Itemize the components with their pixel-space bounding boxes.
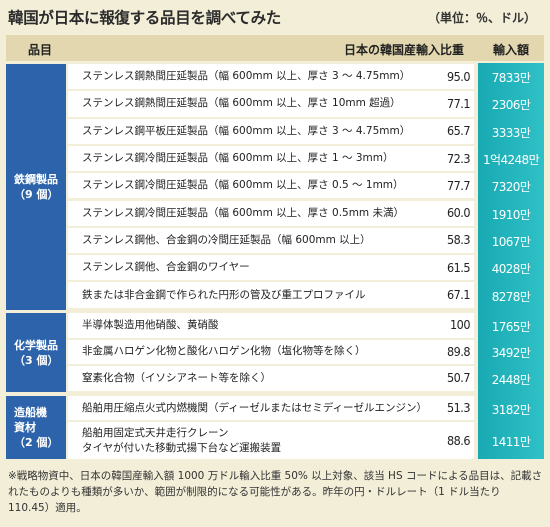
import-ratio: 50.7	[446, 370, 471, 386]
category-label-line1: 化学製品	[14, 338, 58, 352]
import-ratio: 65.7	[446, 123, 471, 139]
import-ratio: 72.3	[446, 150, 471, 166]
import-ratio: 88.6	[446, 432, 471, 448]
footnote: ※戦略物資中、日本の韓国産輸入額 1000 万ドル輸入比重 50% 以上対象、該…	[8, 470, 543, 514]
item-name: ステンレス鋼平板圧延製品（幅 600mm 以上、厚さ 3 ～ 4.75mm）	[82, 124, 411, 137]
category-cell: 化学製品 （3 個）	[6, 313, 66, 392]
item-name: 非金属ハロゲン化物と酸化ハロゲン化物（塩化物等を除く）	[82, 345, 366, 358]
page-title: 韓国が日本に報復する品目を調べてみた	[8, 9, 281, 27]
table-header: 品目 日本の韓国産輸入比重 輸入額	[6, 35, 544, 61]
import-ratio: 67.1	[446, 287, 471, 303]
import-amount: 4028만	[491, 262, 531, 277]
category-cell: 造船機資材 （2 個）	[6, 396, 66, 459]
import-amount: 3333만	[491, 125, 531, 140]
import-amount: 2448만	[491, 372, 531, 387]
category-label-line2: 資材	[14, 421, 36, 434]
import-amount: 1067만	[491, 234, 531, 249]
import-ratio: 95.0	[446, 68, 471, 84]
category-cell: 鉄鋼製品 （9 個）	[6, 64, 66, 310]
item-name: ステンレス鋼冷間圧延製品（幅 600mm 以上、厚さ 0.5mm 未満）	[82, 206, 405, 219]
table-row: 半導体製造用他硝酸、黄硝酸 100	[68, 313, 474, 338]
item-name: ステンレス鋼他、合金鋼の冷間圧延製品（幅 600mm 以上）	[82, 233, 371, 246]
table-row: ステンレス鋼他、合金鋼のワイヤー 61.5	[68, 255, 474, 281]
item-name: ステンレス鋼熱間圧延製品（幅 600mm 以上、厚さ 3 ～ 4.75mm）	[82, 70, 411, 83]
import-amount: 7833만	[491, 71, 531, 86]
import-ratio: 77.1	[446, 95, 471, 111]
header-item: 品目	[28, 43, 53, 57]
category-label-line1: 造船機	[14, 406, 47, 419]
table-row: ステンレス鋼冷間圧延製品（幅 600mm 以上、厚さ 0.5 ～ 1mm） 77.…	[68, 173, 474, 199]
table-row: ステンレス鋼他、合金鋼の冷間圧延製品（幅 600mm 以上） 58.3	[68, 227, 474, 254]
item-name: 半導体製造用他硝酸、黄硝酸	[82, 318, 219, 331]
table-row: ステンレス鋼冷間圧延製品（幅 600mm 以上、厚さ 1 ～ 3mm） 72.3	[68, 145, 474, 172]
import-amount: 1억4248만	[482, 153, 540, 168]
table-row: ステンレス鋼平板圧延製品（幅 600mm 以上、厚さ 3 ～ 4.75mm） 65…	[68, 118, 474, 144]
table-row: 窒素化合物（イソシアネート等を除く） 50.7	[68, 366, 474, 391]
table-row: 非金属ハロゲン化物と酸化ハロゲン化物（塩化物等を除く） 89.8	[68, 339, 474, 364]
import-ratio: 61.5	[446, 259, 471, 275]
item-name: ステンレス鋼熱間圧延製品（幅 600mm 以上、厚さ 10mm 超過）	[82, 97, 401, 110]
import-amount: 7320만	[491, 180, 531, 195]
item-name: 船舶用固定式天井走行クレーン タイヤが付いた移動式揚下台など運搬装置	[82, 426, 282, 454]
import-amount: 1910만	[491, 207, 531, 222]
import-ratio: 51.3	[446, 400, 471, 415]
unit-label: （単位：％、ドル）	[427, 11, 536, 25]
category-label-line3: （2 個）	[14, 436, 59, 449]
table-row: 船舶用圧縮点火式内燃機関（ディーゼルまたはセミディーゼルエンジン） 51.3	[68, 396, 474, 420]
category-label-line2: （3 個）	[14, 353, 59, 367]
import-ratio: 89.8	[446, 343, 471, 359]
table-row: ステンレス鋼熱間圧延製品（幅 600mm 以上、厚さ 3 ～ 4.75mm） 95…	[68, 64, 474, 90]
import-amount: 1765만	[491, 319, 531, 334]
import-amount: 8278만	[491, 289, 531, 304]
header-amount: 輸入額	[493, 43, 530, 57]
header-ratio: 日本の韓国産輸入比重	[344, 43, 465, 57]
item-name: 窒素化合物（イソシアネート等を除く）	[82, 371, 271, 384]
import-amount: 2306만	[491, 98, 531, 113]
item-name: 鉄または非合金鋼で作られた円形の管及び重工プロファイル	[82, 288, 366, 301]
table-row: ステンレス鋼熱間圧延製品（幅 600mm 以上、厚さ 10mm 超過） 77.1	[68, 91, 474, 117]
import-ratio: 58.3	[446, 232, 471, 248]
import-ratio: 100	[450, 317, 470, 333]
item-name: ステンレス鋼他、合金鋼のワイヤー	[82, 261, 250, 274]
import-amount: 1411만	[491, 435, 531, 449]
item-name: ステンレス鋼冷間圧延製品（幅 600mm 以上、厚さ 0.5 ～ 1mm）	[82, 179, 404, 192]
item-name: ステンレス鋼冷間圧延製品（幅 600mm 以上、厚さ 1 ～ 3mm）	[82, 152, 394, 165]
amount-column-background	[478, 63, 544, 459]
table-row: 鉄または非合金鋼で作られた円形の管及び重工プロファイル 67.1	[68, 282, 474, 308]
item-name: 船舶用圧縮点火式内燃機関（ディーゼルまたはセミディーゼルエンジン）	[82, 401, 428, 414]
category-label-line2: （9 個）	[14, 188, 59, 201]
import-amount: 3182만	[491, 402, 531, 417]
import-ratio: 60.0	[446, 205, 471, 221]
import-amount: 3492만	[491, 346, 531, 361]
category-label-line1: 鉄鋼製品	[14, 173, 58, 186]
table-row: ステンレス鋼冷間圧延製品（幅 600mm 以上、厚さ 0.5mm 未満） 60.0	[68, 200, 474, 226]
import-ratio: 77.7	[446, 177, 471, 193]
table-row: 船舶用固定式天井走行クレーン タイヤが付いた移動式揚下台など運搬装置 88.6	[68, 422, 474, 459]
